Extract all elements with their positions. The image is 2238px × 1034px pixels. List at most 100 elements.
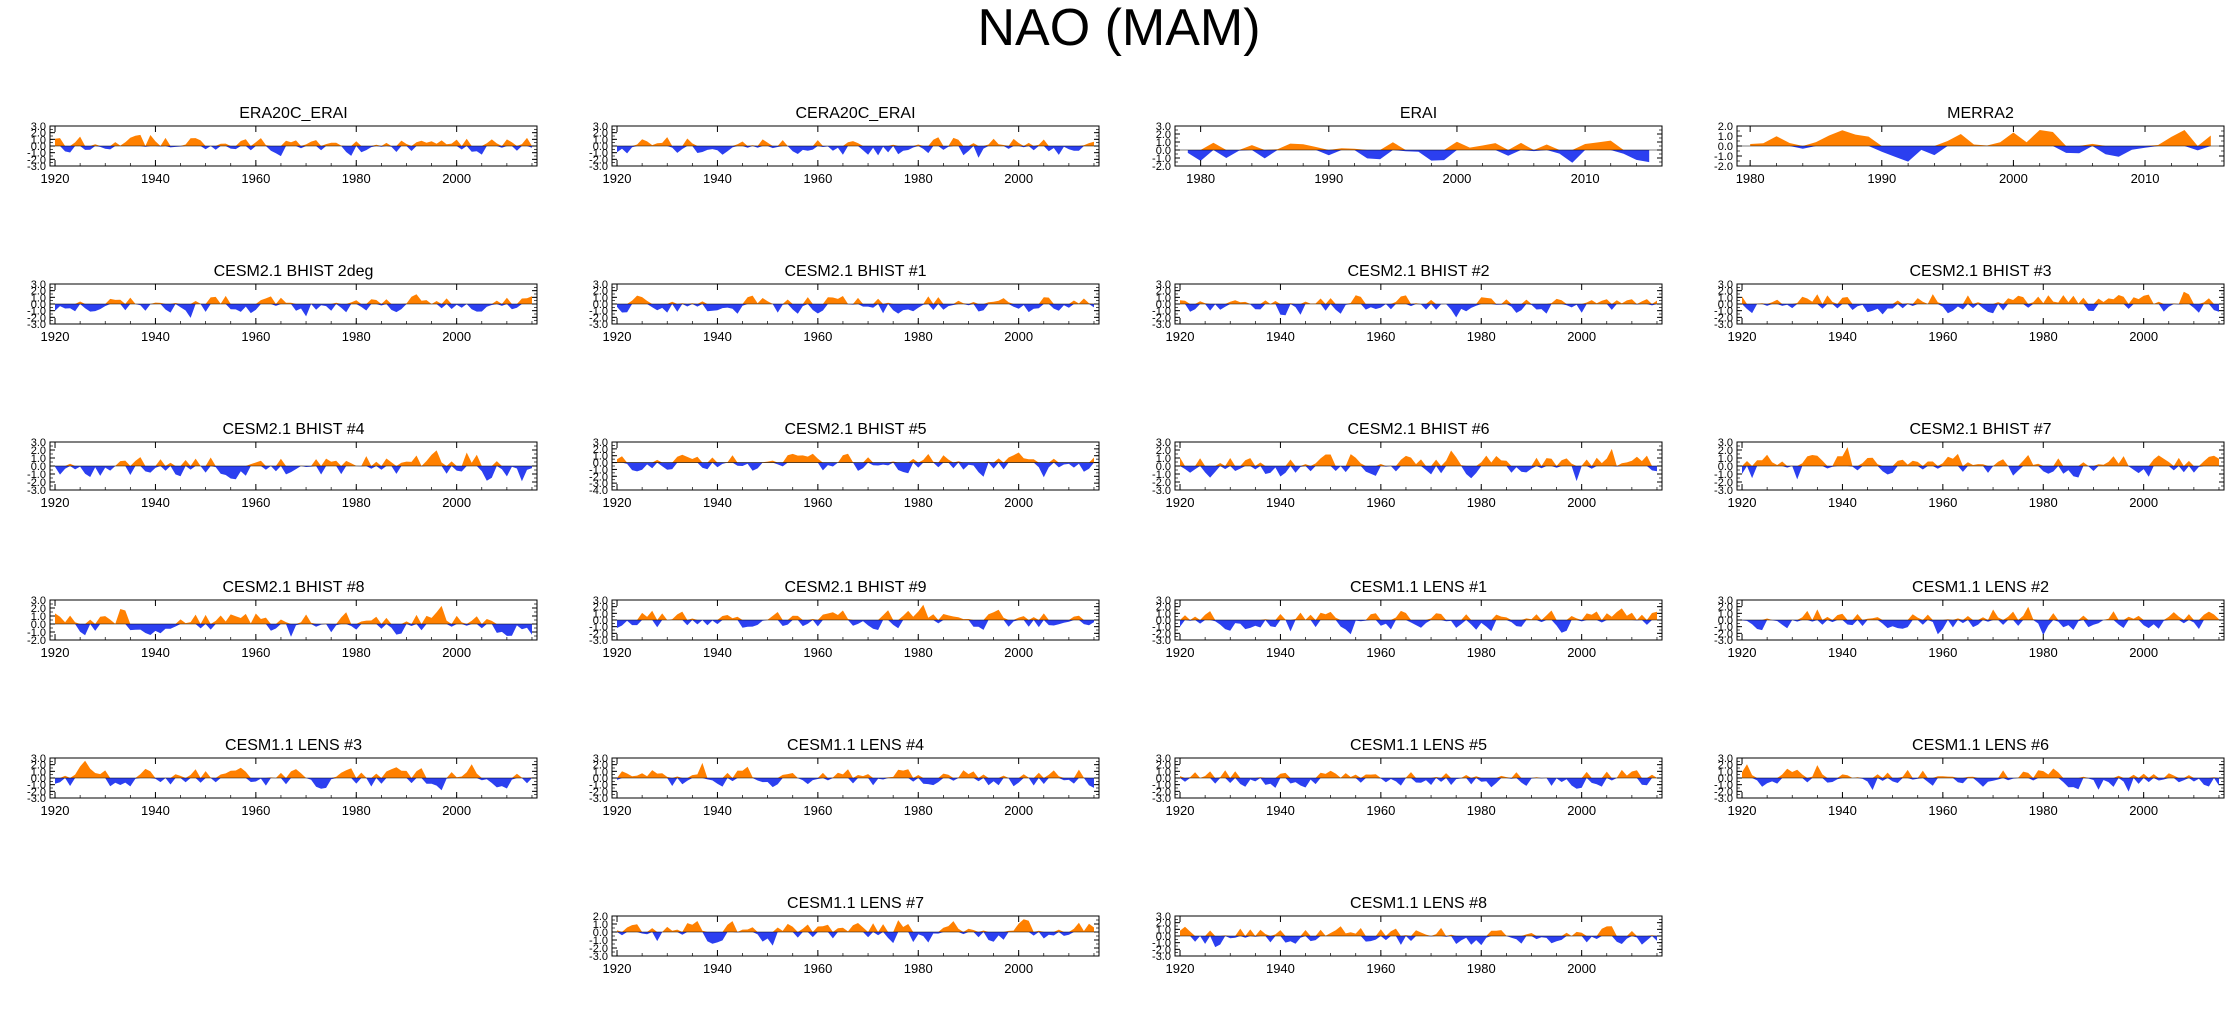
x-tick-label: 2000 xyxy=(1567,329,1596,344)
x-tick-label: 1940 xyxy=(1828,329,1857,344)
y-tick-label: 0.0 xyxy=(593,927,608,939)
y-tick-label: 1.0 xyxy=(1156,292,1171,304)
x-tick-label: 1940 xyxy=(141,495,170,510)
y-tick-label: -1.0 xyxy=(1714,622,1733,634)
panel-title: CESM1.1 LENS #8 xyxy=(1350,895,1487,912)
panel-title: CESM2.1 BHIST #2 xyxy=(1348,263,1490,280)
y-tick-label: 2.0 xyxy=(593,760,608,772)
panel-13: CESM2.1 BHIST #9 3.02.01.00.0-1.0-2.0-3.0… xyxy=(589,579,1100,660)
positive-area xyxy=(1742,764,2219,778)
panel-title: CESM2.1 BHIST #9 xyxy=(785,579,927,596)
y-tick-label: 2.0 xyxy=(31,445,46,457)
positive-area xyxy=(1180,926,1657,936)
positive-area xyxy=(1180,608,1657,620)
x-tick-label: 1940 xyxy=(703,645,732,660)
x-tick-label: 1980 xyxy=(1467,803,1496,818)
x-tick-label: 1960 xyxy=(803,329,832,344)
panel-15: CESM1.1 LENS #23.02.01.00.0-1.0-2.0-3.01… xyxy=(1714,579,2225,660)
y-tick-label: -2.0 xyxy=(589,471,608,483)
negative-area xyxy=(1750,146,2211,162)
y-tick-label: -1.0 xyxy=(27,148,46,160)
y-tick-label: -1.0 xyxy=(1714,469,1733,481)
x-tick-label: 1980 xyxy=(904,495,933,510)
x-tick-label: 1920 xyxy=(41,803,70,818)
x-tick-label: 1980 xyxy=(342,495,371,510)
y-tick-label: 3.0 xyxy=(31,437,46,449)
y-tick-label: -3.0 xyxy=(1714,793,1733,805)
y-tick-label: 0.0 xyxy=(1156,615,1171,627)
negative-area xyxy=(55,146,532,157)
y-tick-label: -1.0 xyxy=(1152,780,1171,792)
x-tick-label: 1940 xyxy=(1266,329,1295,344)
panel-9: CESM2.1 BHIST #5 3.02.01.00.0-1.0-2.0-3.0… xyxy=(589,421,1100,510)
y-tick-label: -3.0 xyxy=(1152,319,1171,331)
y-tick-label: 2.0 xyxy=(1156,129,1171,141)
y-tick-label: 2.0 xyxy=(1718,121,1733,133)
x-tick-label: 1940 xyxy=(141,171,170,186)
x-tick-label: 1940 xyxy=(1266,645,1295,660)
y-tick-label: -2.0 xyxy=(589,312,608,324)
x-tick-label: 1960 xyxy=(1366,495,1395,510)
x-tick-label: 2000 xyxy=(442,645,471,660)
x-tick-label: 1980 xyxy=(1467,495,1496,510)
x-tick-label: 2010 xyxy=(2131,171,2160,186)
y-tick-label: 3.0 xyxy=(1718,279,1733,291)
negative-area xyxy=(1187,150,1650,163)
y-tick-label: -2.0 xyxy=(1714,477,1733,489)
x-tick-label: 1980 xyxy=(1467,645,1496,660)
x-tick-label: 2000 xyxy=(442,171,471,186)
y-tick-label: -2.0 xyxy=(27,786,46,798)
panel-21: CESM1.1 LENS #83.02.01.00.0-1.0-2.0-3.01… xyxy=(1152,895,1663,976)
y-tick-label: -2.0 xyxy=(1152,477,1171,489)
y-tick-label: -1.0 xyxy=(589,464,608,476)
y-tick-label: 2.0 xyxy=(1156,918,1171,930)
x-tick-label: 1980 xyxy=(342,329,371,344)
x-tick-label: 1920 xyxy=(1728,645,1757,660)
y-tick-label: -2.0 xyxy=(1152,312,1171,324)
y-tick-label: -1.0 xyxy=(1152,938,1171,950)
panel-title: CESM1.1 LENS #4 xyxy=(787,737,924,754)
positive-area xyxy=(55,294,532,304)
y-tick-label: 2.0 xyxy=(593,128,608,140)
x-tick-label: 1960 xyxy=(1928,645,1957,660)
x-tick-label: 2000 xyxy=(2129,495,2158,510)
y-tick-label: -3.0 xyxy=(589,319,608,331)
x-tick-label: 1960 xyxy=(1366,961,1395,976)
y-tick-label: 1.0 xyxy=(1156,453,1171,465)
y-tick-label: 2.0 xyxy=(1718,760,1733,772)
x-tick-label: 1960 xyxy=(241,329,270,344)
x-tick-label: 1920 xyxy=(41,171,70,186)
x-tick-label: 2000 xyxy=(1004,961,1033,976)
y-tick-label: 2.0 xyxy=(1718,445,1733,457)
panel-6: CESM2.1 BHIST #2 3.02.01.00.0-1.0-2.0-3.0… xyxy=(1152,263,1663,344)
y-tick-label: -1.0 xyxy=(1714,151,1733,163)
positive-area xyxy=(617,604,1094,620)
y-tick-label: 3.0 xyxy=(593,595,608,607)
positive-area xyxy=(1187,140,1650,150)
x-tick-label: 1920 xyxy=(41,645,70,660)
y-tick-label: -3.0 xyxy=(27,161,46,173)
y-tick-label: -2.0 xyxy=(589,943,608,955)
y-tick-label: -1.0 xyxy=(27,469,46,481)
x-tick-label: 1980 xyxy=(342,645,371,660)
panel-title: CESM1.1 LENS #1 xyxy=(1350,579,1487,596)
y-tick-label: -2.0 xyxy=(1152,161,1171,173)
panel-14: CESM1.1 LENS #13.02.01.00.0-1.0-2.0-3.01… xyxy=(1152,579,1663,660)
y-tick-label: 1.0 xyxy=(593,919,608,931)
y-tick-label: -1.0 xyxy=(589,306,608,318)
x-tick-label: 2000 xyxy=(1004,329,1033,344)
y-tick-label: -1.0 xyxy=(1152,306,1171,318)
y-tick-label: 3.0 xyxy=(1156,753,1171,765)
y-tick-label: -2.0 xyxy=(589,786,608,798)
y-tick-label: 2.0 xyxy=(1156,760,1171,772)
y-tick-label: -1.0 xyxy=(589,780,608,792)
positive-area xyxy=(1742,291,2219,304)
y-tick-label: 3.0 xyxy=(31,121,46,133)
y-tick-label: 0.0 xyxy=(593,773,608,785)
x-tick-label: 1980 xyxy=(2029,645,2058,660)
y-tick-label: 1.0 xyxy=(1718,608,1733,620)
y-tick-label: 3.0 xyxy=(1156,437,1171,449)
y-tick-label: 3.0 xyxy=(1718,437,1733,449)
y-tick-label: 3.0 xyxy=(31,279,46,291)
